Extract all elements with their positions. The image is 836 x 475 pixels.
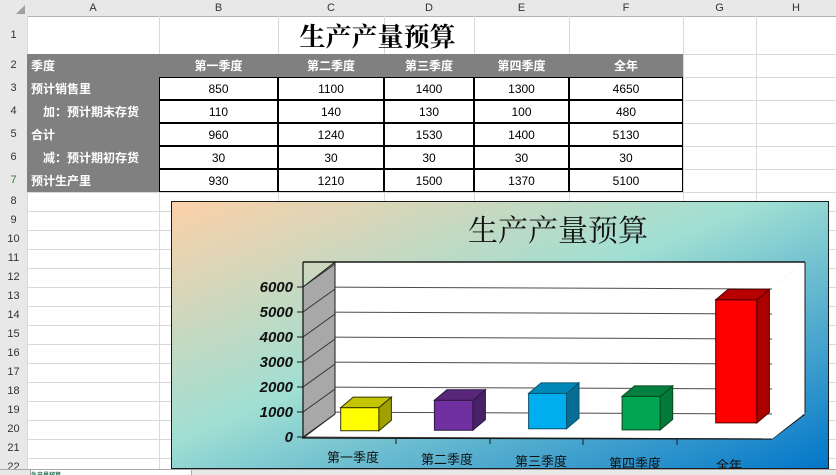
svg-text:第四季度: 第四季度 xyxy=(609,453,661,469)
svg-text:第三季度: 第三季度 xyxy=(515,451,567,469)
svg-text:全年: 全年 xyxy=(716,455,742,469)
svg-text:第二季度: 第二季度 xyxy=(421,449,473,468)
svg-text:6000: 6000 xyxy=(260,279,294,296)
svg-text:5000: 5000 xyxy=(260,304,294,321)
svg-text:3000: 3000 xyxy=(260,354,294,371)
svg-text:4000: 4000 xyxy=(259,329,294,346)
svg-text:0: 0 xyxy=(285,429,294,446)
svg-text:2000: 2000 xyxy=(259,379,294,396)
svg-text:1000: 1000 xyxy=(260,404,294,421)
svg-text:第一季度: 第一季度 xyxy=(327,447,379,466)
svg-text:生产产量预算: 生产产量预算 xyxy=(468,206,648,250)
